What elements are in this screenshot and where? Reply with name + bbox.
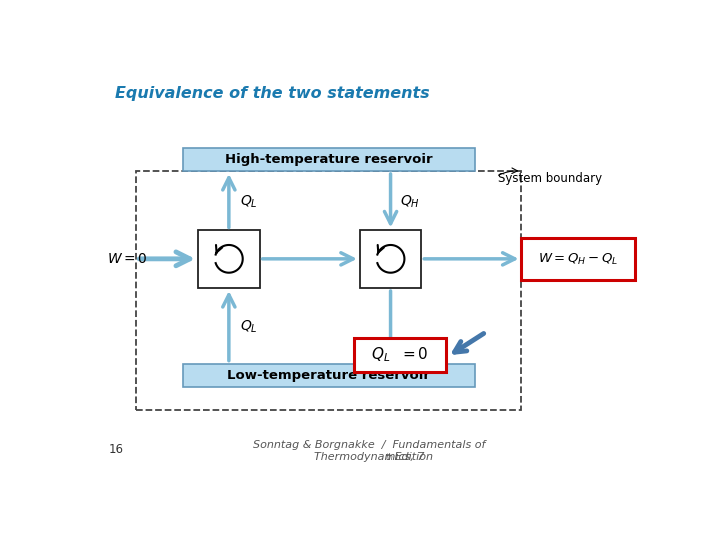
Text: $W = Q_H - Q_L$: $W = Q_H - Q_L$ [539, 252, 618, 267]
Text: Thermodynamics, 7: Thermodynamics, 7 [314, 452, 424, 462]
Text: Equivalence of the two statements: Equivalence of the two statements [115, 86, 430, 102]
Text: High-temperature reservoir: High-temperature reservoir [225, 153, 433, 166]
Bar [360, 231, 421, 288]
Bar [198, 231, 260, 288]
Bar [521, 238, 636, 280]
Text: $Q_L$  $=0$: $Q_L$ $=0$ [371, 346, 428, 365]
Text: Sonntag & Borgnakke  /  Fundamentals of: Sonntag & Borgnakke / Fundamentals of [253, 440, 485, 450]
Text: Low-temperature reservoir: Low-temperature reservoir [228, 369, 431, 382]
Text: $Q_L$: $Q_L$ [240, 194, 258, 210]
Bar [354, 338, 446, 372]
Text: $W = 0$: $W = 0$ [107, 252, 148, 266]
Text: th: th [386, 453, 394, 462]
Text: Edition: Edition [390, 452, 433, 462]
Bar [183, 363, 475, 387]
Text: 16: 16 [109, 443, 124, 456]
Bar [137, 171, 521, 410]
Text: $Q_L$: $Q_L$ [240, 319, 258, 335]
Text: $Q_H$: $Q_H$ [400, 194, 420, 210]
Bar [183, 148, 475, 171]
Text: System boundary: System boundary [498, 172, 603, 185]
